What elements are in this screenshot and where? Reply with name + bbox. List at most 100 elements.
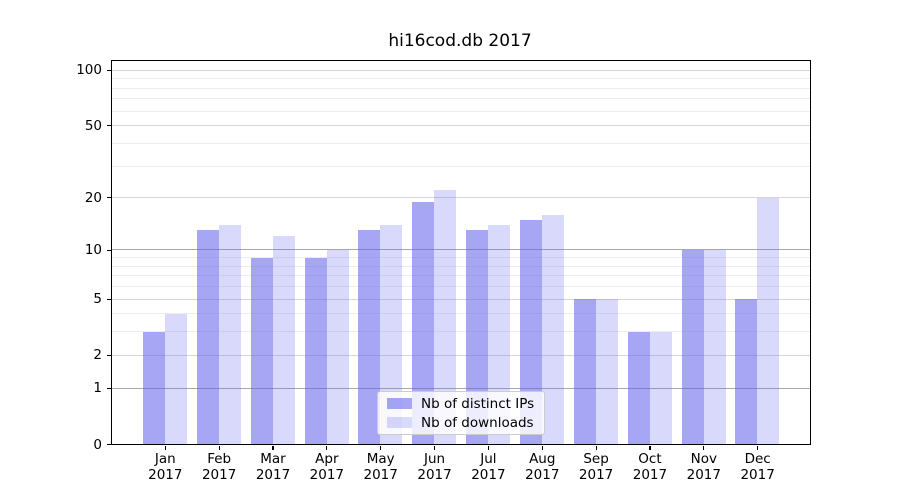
- y-tick-mark-50: [106, 125, 111, 127]
- x-tick-year: 2017: [201, 466, 237, 483]
- gridline-7: [111, 275, 810, 277]
- y-tick-label-5: 5: [93, 291, 102, 308]
- y-tick-mark-20: [106, 197, 111, 199]
- x-tick-year: 2017: [686, 466, 721, 483]
- x-tick-month: Apr: [315, 451, 339, 467]
- y-tick-label-100: 100: [76, 62, 102, 79]
- gridline-6: [111, 286, 810, 288]
- x-tick-mark-may: [380, 445, 382, 450]
- bar-aug-distinct-ips: [520, 219, 543, 445]
- bar-dec-distinct-ips: [735, 299, 758, 445]
- bar-jul-downloads: [488, 224, 511, 445]
- x-tick-year: 2017: [417, 466, 452, 483]
- x-tick-label-may: May 2017: [351, 451, 411, 483]
- x-tick-year: 2017: [578, 466, 614, 483]
- y-tick-label-0: 0: [93, 436, 102, 453]
- x-tick-mark-apr: [326, 445, 328, 450]
- x-tick-month: May: [366, 451, 395, 467]
- x-tick-label-aug: Aug 2017: [512, 451, 572, 483]
- x-tick-label-jul: Jul 2017: [458, 451, 518, 483]
- gridline-60: [111, 110, 810, 112]
- x-tick-month: Sep: [583, 451, 609, 467]
- x-tick-year: 2017: [309, 466, 345, 483]
- y-tick-mark-10: [106, 249, 111, 251]
- chart-title: hi16cod.db 2017: [388, 31, 532, 51]
- x-tick-mark-oct: [649, 445, 651, 450]
- bar-jul-distinct-ips: [466, 230, 489, 445]
- bar-jun-distinct-ips: [412, 201, 435, 445]
- x-tick-mark-jan: [164, 445, 166, 450]
- bar-jun-downloads: [434, 190, 457, 445]
- x-tick-label-jan: Jan 2017: [135, 451, 195, 483]
- bar-sep-downloads: [595, 299, 618, 445]
- bar-jan-distinct-ips: [143, 331, 166, 445]
- x-tick-label-feb: Feb 2017: [189, 451, 249, 483]
- legend-swatch-distinct-ips: [387, 398, 412, 409]
- y-tick-label-1: 1: [93, 380, 102, 397]
- gridline-5: [111, 298, 810, 300]
- x-tick-mark-sep: [595, 445, 597, 450]
- legend-label-downloads: Nb of downloads: [421, 414, 534, 431]
- bar-may-distinct-ips: [358, 230, 381, 445]
- gridline-80: [111, 87, 810, 89]
- y-tick-label-20: 20: [84, 189, 102, 206]
- x-tick-year: 2017: [148, 466, 183, 483]
- gridline-3: [111, 331, 810, 333]
- bar-feb-distinct-ips: [196, 230, 219, 445]
- x-tick-year: 2017: [363, 466, 398, 483]
- bar-nov-downloads: [703, 249, 726, 445]
- x-tick-label-sep: Sep 2017: [566, 451, 626, 483]
- x-tick-year: 2017: [525, 466, 560, 483]
- gridline-8: [111, 265, 810, 267]
- y-tick-mark-2: [106, 354, 111, 357]
- x-tick-label-apr: Apr 2017: [297, 451, 357, 483]
- bar-jan-downloads: [165, 313, 188, 445]
- bar-apr-downloads: [326, 249, 349, 445]
- x-tick-month: Jan: [154, 451, 176, 467]
- x-tick-label-oct: Oct 2017: [620, 451, 680, 483]
- bar-feb-downloads: [218, 224, 241, 445]
- plot-area: [110, 59, 811, 446]
- gridline-20: [111, 197, 810, 199]
- legend-label-distinct-ips: Nb of distinct IPs: [421, 395, 535, 412]
- y-tick-mark-0: [106, 443, 111, 446]
- gridline-9: [111, 257, 810, 259]
- gridline-40: [111, 142, 810, 144]
- bar-mar-distinct-ips: [250, 257, 273, 445]
- x-tick-month: Jun: [424, 451, 446, 467]
- gridline-2: [111, 354, 810, 356]
- gridline-90: [111, 78, 810, 80]
- legend: Nb of distinct IPs Nb of downloads: [377, 391, 545, 435]
- x-tick-month: Aug: [529, 451, 556, 467]
- x-tick-month: Jul: [480, 451, 497, 467]
- y-tick-mark-100: [106, 69, 111, 72]
- x-tick-mark-nov: [703, 445, 705, 450]
- x-tick-label-nov: Nov 2017: [674, 451, 734, 483]
- bar-apr-distinct-ips: [304, 257, 327, 445]
- x-tick-mark-mar: [272, 445, 274, 450]
- x-tick-year: 2017: [740, 466, 775, 483]
- bar-sep-distinct-ips: [573, 299, 596, 445]
- bar-oct-downloads: [649, 331, 672, 445]
- x-tick-month: Mar: [260, 451, 286, 467]
- x-tick-month: Nov: [690, 451, 717, 467]
- bar-mar-downloads: [272, 236, 295, 445]
- x-tick-year: 2017: [471, 466, 506, 483]
- x-tick-month: Dec: [744, 451, 771, 467]
- x-tick-mark-dec: [757, 445, 759, 450]
- gridline-10: [111, 249, 810, 251]
- x-tick-label-dec: Dec 2017: [728, 451, 788, 483]
- y-tick-label-10: 10: [84, 242, 102, 259]
- gridline-4: [111, 313, 810, 315]
- y-tick-mark-1: [106, 387, 111, 389]
- x-tick-mark-aug: [541, 445, 543, 450]
- y-tick-label-2: 2: [93, 347, 102, 364]
- y-tick-label-50: 50: [84, 117, 102, 134]
- bar-may-downloads: [380, 224, 403, 445]
- x-tick-label-mar: Mar 2017: [243, 451, 303, 483]
- x-tick-mark-jun: [433, 445, 436, 450]
- y-tick-mark-5: [106, 298, 111, 300]
- x-tick-mark-jul: [487, 445, 489, 450]
- gridline-70: [111, 98, 810, 100]
